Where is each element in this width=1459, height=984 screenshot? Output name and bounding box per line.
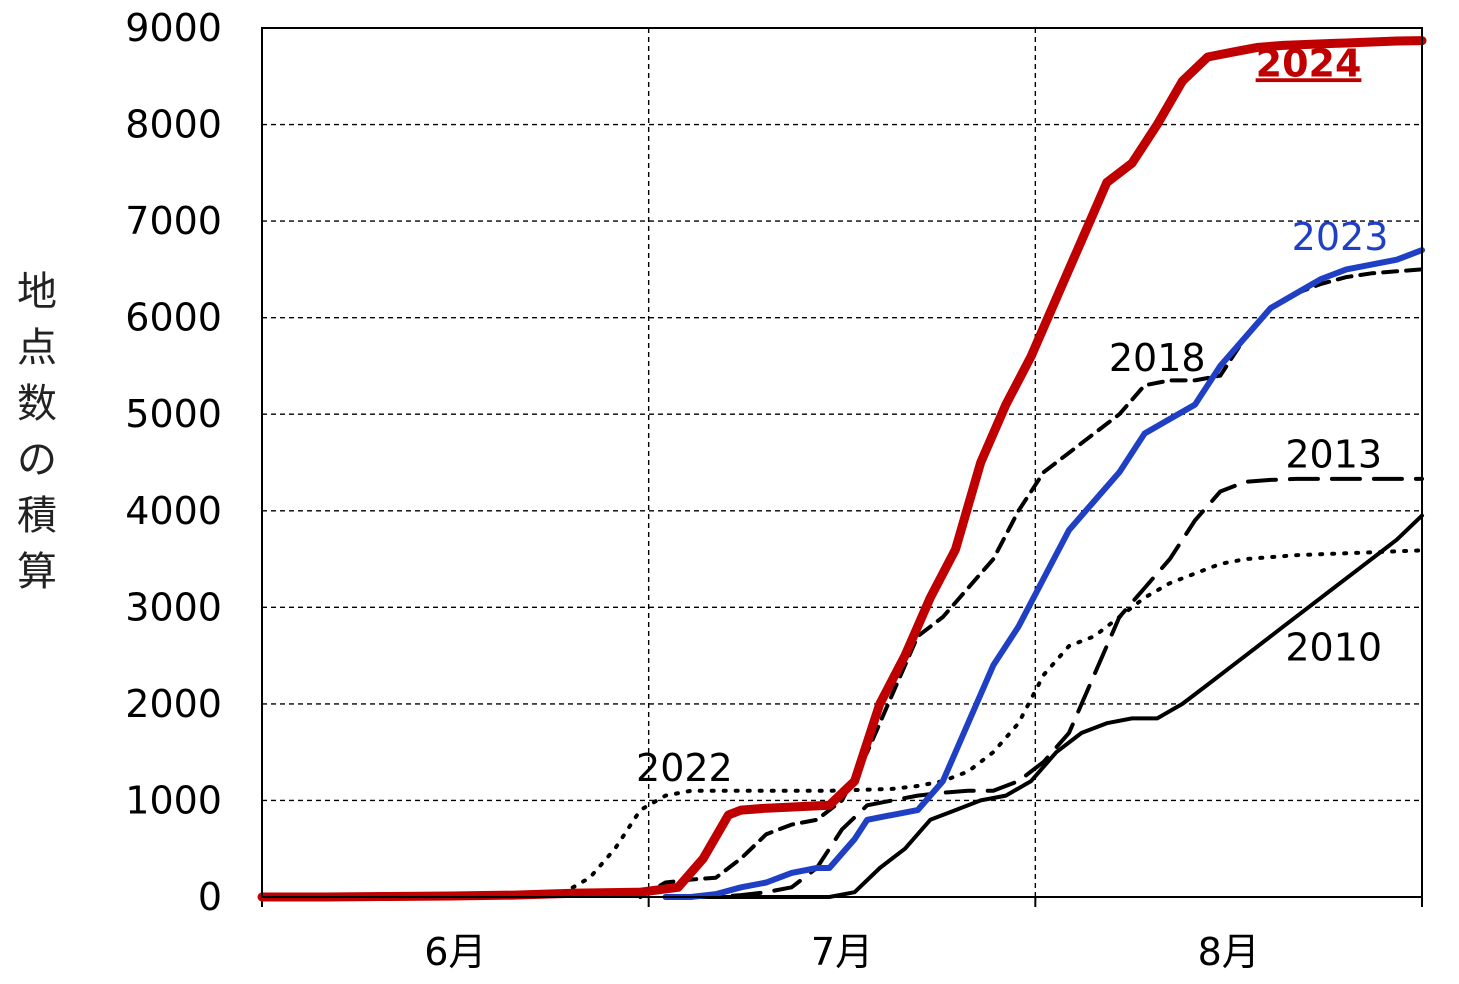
series-line-2018 (638, 267, 1424, 899)
series-line-2023 (662, 247, 1425, 900)
y-tick-label: 2000 (125, 682, 222, 726)
x-tick-labels: 6月 7月 8月 (424, 930, 1260, 974)
series-label-2013: 2013 (1285, 432, 1382, 476)
y-tick-label: 4000 (125, 489, 222, 533)
series-label-2010: 2010 (1285, 625, 1382, 669)
series-line-2013 (688, 476, 1424, 899)
y-axis-label-char: 地 (17, 269, 57, 315)
grid-lines (261, 28, 1423, 907)
y-tick-label: 1000 (125, 778, 222, 822)
x-tick-label: 7月 (811, 930, 873, 974)
y-tick-label: 8000 (125, 103, 222, 147)
y-tick-label: 9000 (125, 6, 222, 50)
series-label-2018: 2018 (1109, 336, 1206, 380)
y-axis-label-char: 数 (17, 381, 57, 427)
series-label-2024: 2024 (1256, 41, 1362, 85)
series-line-2010 (701, 513, 1424, 899)
series-label-2022: 2022 (636, 746, 733, 790)
y-tick-label: 0 (198, 875, 222, 919)
y-tick-label: 7000 (125, 199, 222, 243)
series-group (257, 36, 1427, 902)
series-label-2023: 2023 (1292, 215, 1389, 259)
series-labels: 2024 2023 2018 2013 2010 2022 (636, 41, 1388, 790)
x-tick-label: 8月 (1198, 930, 1260, 974)
y-tick-label: 6000 (125, 296, 222, 340)
y-axis-label-char: の (17, 437, 57, 483)
y-axis-label-char: 算 (17, 549, 57, 595)
plot-frame (261, 27, 1423, 898)
y-axis-label-char: 点 (17, 325, 57, 371)
y-tick-labels: 0 1000 2000 3000 4000 5000 6000 7000 8000 9000 (125, 6, 222, 919)
series-line-2024 (257, 36, 1427, 902)
y-axis-label-char: 積 (17, 493, 57, 539)
x-tick-label: 6月 (424, 930, 486, 974)
y-tick-label: 3000 (125, 585, 222, 629)
y-tick-label: 5000 (125, 392, 222, 436)
